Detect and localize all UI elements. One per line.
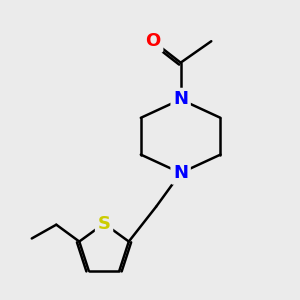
Text: N: N — [173, 90, 188, 108]
Text: N: N — [173, 164, 188, 182]
Text: S: S — [98, 214, 110, 232]
Text: O: O — [146, 32, 161, 50]
